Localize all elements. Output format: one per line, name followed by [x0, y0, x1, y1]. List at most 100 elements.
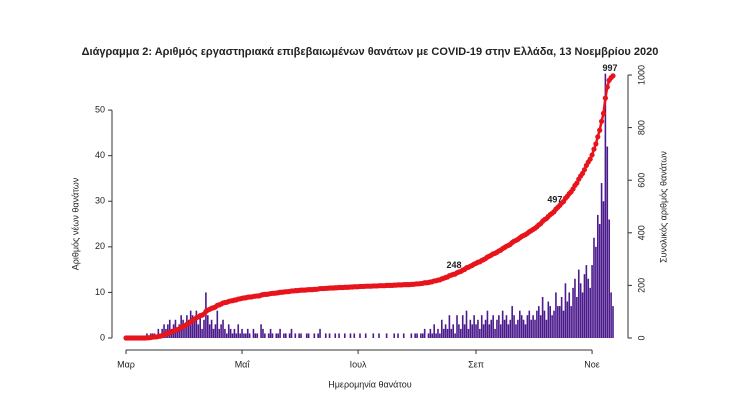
bar: [532, 315, 534, 338]
bar: [231, 333, 234, 338]
bar: [237, 324, 240, 338]
bar: [596, 214, 599, 338]
bar: [245, 333, 247, 338]
bar: [576, 296, 578, 338]
bar: [224, 328, 226, 338]
bar: [536, 310, 538, 338]
bar: [475, 324, 477, 338]
bar: [456, 315, 458, 338]
bar: [517, 319, 519, 338]
line-point: [591, 146, 597, 152]
bar: [437, 328, 439, 338]
bar: [385, 333, 388, 338]
bar: [553, 310, 555, 338]
chart-title: Διάγραμμα 2: Αριθμός εργαστηριακά επιβεβ…: [82, 46, 659, 58]
x-tick-label: Μαρ: [117, 359, 135, 369]
bar: [349, 333, 352, 338]
bar: [528, 310, 531, 338]
bar: [317, 333, 319, 338]
bar: [513, 315, 515, 338]
bar: [568, 292, 571, 338]
bar: [610, 292, 612, 338]
bar: [431, 333, 434, 338]
bar: [538, 306, 540, 338]
y2-tick-label: 600: [636, 173, 646, 188]
x-tick-label: Ιουλ: [350, 359, 367, 369]
bar: [262, 328, 264, 338]
bar: [216, 310, 219, 338]
y-tick-label: 0: [100, 332, 105, 342]
bar: [307, 333, 310, 338]
bar: [246, 328, 249, 338]
bar: [600, 183, 603, 338]
bar: [574, 278, 576, 338]
bar: [353, 333, 356, 338]
x-tick-label: Σεπ: [468, 359, 484, 369]
bar: [226, 333, 228, 338]
bar: [479, 328, 481, 338]
bar: [604, 73, 607, 339]
bar: [212, 328, 215, 338]
y2-tick-label: 200: [636, 278, 646, 293]
bar: [440, 319, 443, 338]
bar: [572, 287, 574, 338]
line-point: [595, 134, 601, 140]
bar: [501, 310, 504, 338]
bar: [522, 319, 525, 338]
bar: [577, 269, 580, 338]
bar: [218, 328, 221, 338]
y2-tick-label: 800: [636, 120, 646, 135]
bar: [203, 319, 205, 338]
data-label: 497: [547, 195, 562, 205]
bar: [490, 319, 493, 338]
bar: [444, 324, 447, 338]
bar: [515, 324, 517, 338]
bar: [157, 328, 160, 338]
bar: [566, 301, 569, 338]
bar: [471, 324, 474, 338]
bar: [184, 324, 186, 338]
bar: [256, 333, 259, 338]
bar: [421, 333, 424, 338]
bar: [378, 333, 380, 338]
bar: [275, 333, 278, 338]
bar: [195, 310, 198, 338]
bar: [488, 324, 491, 338]
bar: [420, 333, 422, 338]
bar: [507, 324, 510, 338]
bar: [530, 319, 532, 338]
bar: [555, 292, 557, 338]
bar: [393, 333, 396, 338]
bar: [300, 333, 302, 338]
line-point: [589, 152, 595, 158]
bar: [414, 333, 416, 338]
bar: [606, 146, 609, 338]
bar: [484, 319, 487, 338]
bar: [509, 319, 512, 338]
line-point: [597, 127, 603, 133]
bar: [294, 333, 297, 338]
bar: [486, 310, 489, 338]
bar: [608, 219, 610, 338]
bar: [254, 333, 257, 338]
bar: [252, 328, 255, 338]
bar: [163, 324, 165, 338]
bar: [598, 224, 601, 338]
line-point: [600, 110, 607, 116]
bar: [458, 324, 460, 338]
bar: [539, 315, 542, 338]
y2-tick-label: 0: [636, 335, 646, 340]
bar: [208, 324, 211, 338]
bar: [469, 319, 472, 338]
line-point: [610, 73, 616, 79]
bar: [227, 324, 230, 338]
bar: [589, 287, 591, 338]
bar: [222, 319, 224, 338]
y-tick-label: 40: [95, 150, 105, 160]
bar: [372, 333, 375, 338]
bar: [364, 333, 367, 338]
bar: [241, 328, 243, 338]
bar: [197, 324, 200, 338]
bar: [187, 319, 190, 338]
